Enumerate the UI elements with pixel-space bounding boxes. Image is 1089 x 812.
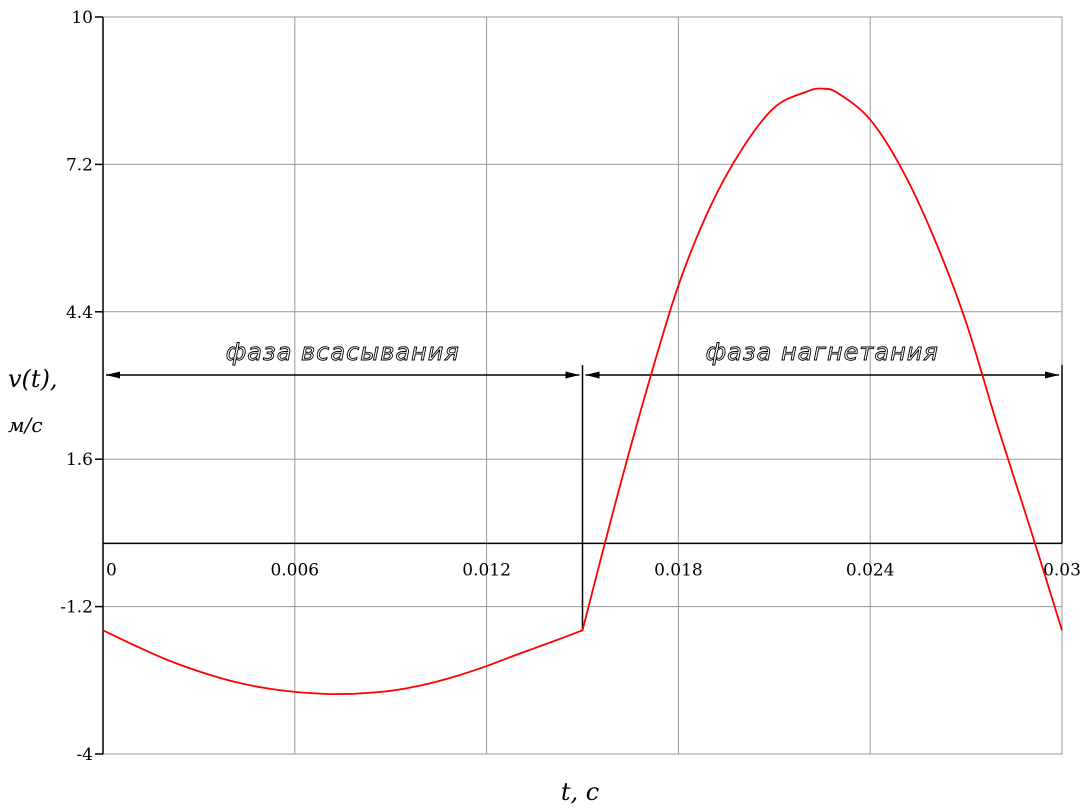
phase-label: фаза всасывания (226, 338, 460, 366)
series-line (102, 87, 1063, 696)
arrow-head-left (585, 371, 600, 379)
series-group (102, 87, 1063, 696)
phase-label: фаза нагнетания (706, 338, 939, 366)
arrow-head-right (1045, 371, 1059, 379)
phase-annotations: фаза всасывания фаза нагнетания (106, 338, 1063, 631)
x-tick-label: 0.012 (462, 560, 511, 580)
y-axis-label: v(t), (8, 365, 58, 393)
x-tick-label: 0.018 (654, 560, 703, 580)
x-tick-label: 0.006 (270, 560, 319, 580)
y-tick-label: 10 (71, 8, 93, 28)
y-tick-label: 7.2 (66, 155, 93, 175)
arrow-head-right (565, 371, 580, 379)
tick-labels: 10 7.2 4.4 1.6 -1.2 -4 0 0.006 0.012 0.018 0.024 0.… (60, 8, 1081, 765)
y-tick-label: 1.6 (66, 450, 93, 470)
x-axis-label: t, c (561, 778, 599, 806)
x-tick-label: 0.024 (846, 560, 895, 580)
arrow-head-left (106, 371, 120, 379)
y-tick-label: -1.2 (60, 598, 93, 618)
x-tick-label: 0.03 (1043, 560, 1081, 580)
x-tick-label: 0 (106, 560, 117, 580)
y-axis-unit: м/с (8, 413, 43, 437)
y-tick-label: 4.4 (66, 303, 93, 323)
y-tick-label: -4 (76, 745, 93, 765)
